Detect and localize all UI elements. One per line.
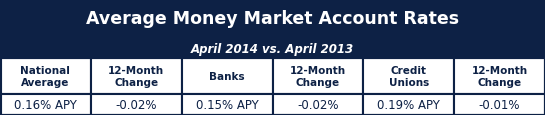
Bar <box>364 59 454 94</box>
Text: 12-Month
Change: 12-Month Change <box>108 65 164 87</box>
Bar <box>91 59 181 94</box>
Bar <box>0 59 91 94</box>
Text: 12-Month
Change: 12-Month Change <box>471 65 528 87</box>
Bar <box>91 94 181 115</box>
Text: -0.02%: -0.02% <box>116 98 157 111</box>
Bar <box>0 0 545 39</box>
Bar <box>181 94 272 115</box>
Text: 12-Month
Change: 12-Month Change <box>290 65 346 87</box>
Text: 0.15% APY: 0.15% APY <box>196 98 258 111</box>
Text: April 2014 vs. April 2013: April 2014 vs. April 2013 <box>191 42 354 55</box>
Bar <box>454 59 545 94</box>
Bar <box>181 59 272 94</box>
Text: -0.01%: -0.01% <box>479 98 520 111</box>
Text: National
Average: National Average <box>21 65 70 87</box>
Text: 0.19% APY: 0.19% APY <box>377 98 440 111</box>
Text: Banks: Banks <box>209 71 245 81</box>
Bar <box>0 94 91 115</box>
Bar <box>454 94 545 115</box>
Bar <box>364 94 454 115</box>
Text: 0.16% APY: 0.16% APY <box>14 98 77 111</box>
Bar <box>272 94 364 115</box>
Text: Credit
Unions: Credit Unions <box>389 65 429 87</box>
Text: Average Money Market Account Rates: Average Money Market Account Rates <box>86 10 459 28</box>
Text: -0.02%: -0.02% <box>297 98 338 111</box>
Bar <box>0 39 545 59</box>
Bar <box>272 59 364 94</box>
